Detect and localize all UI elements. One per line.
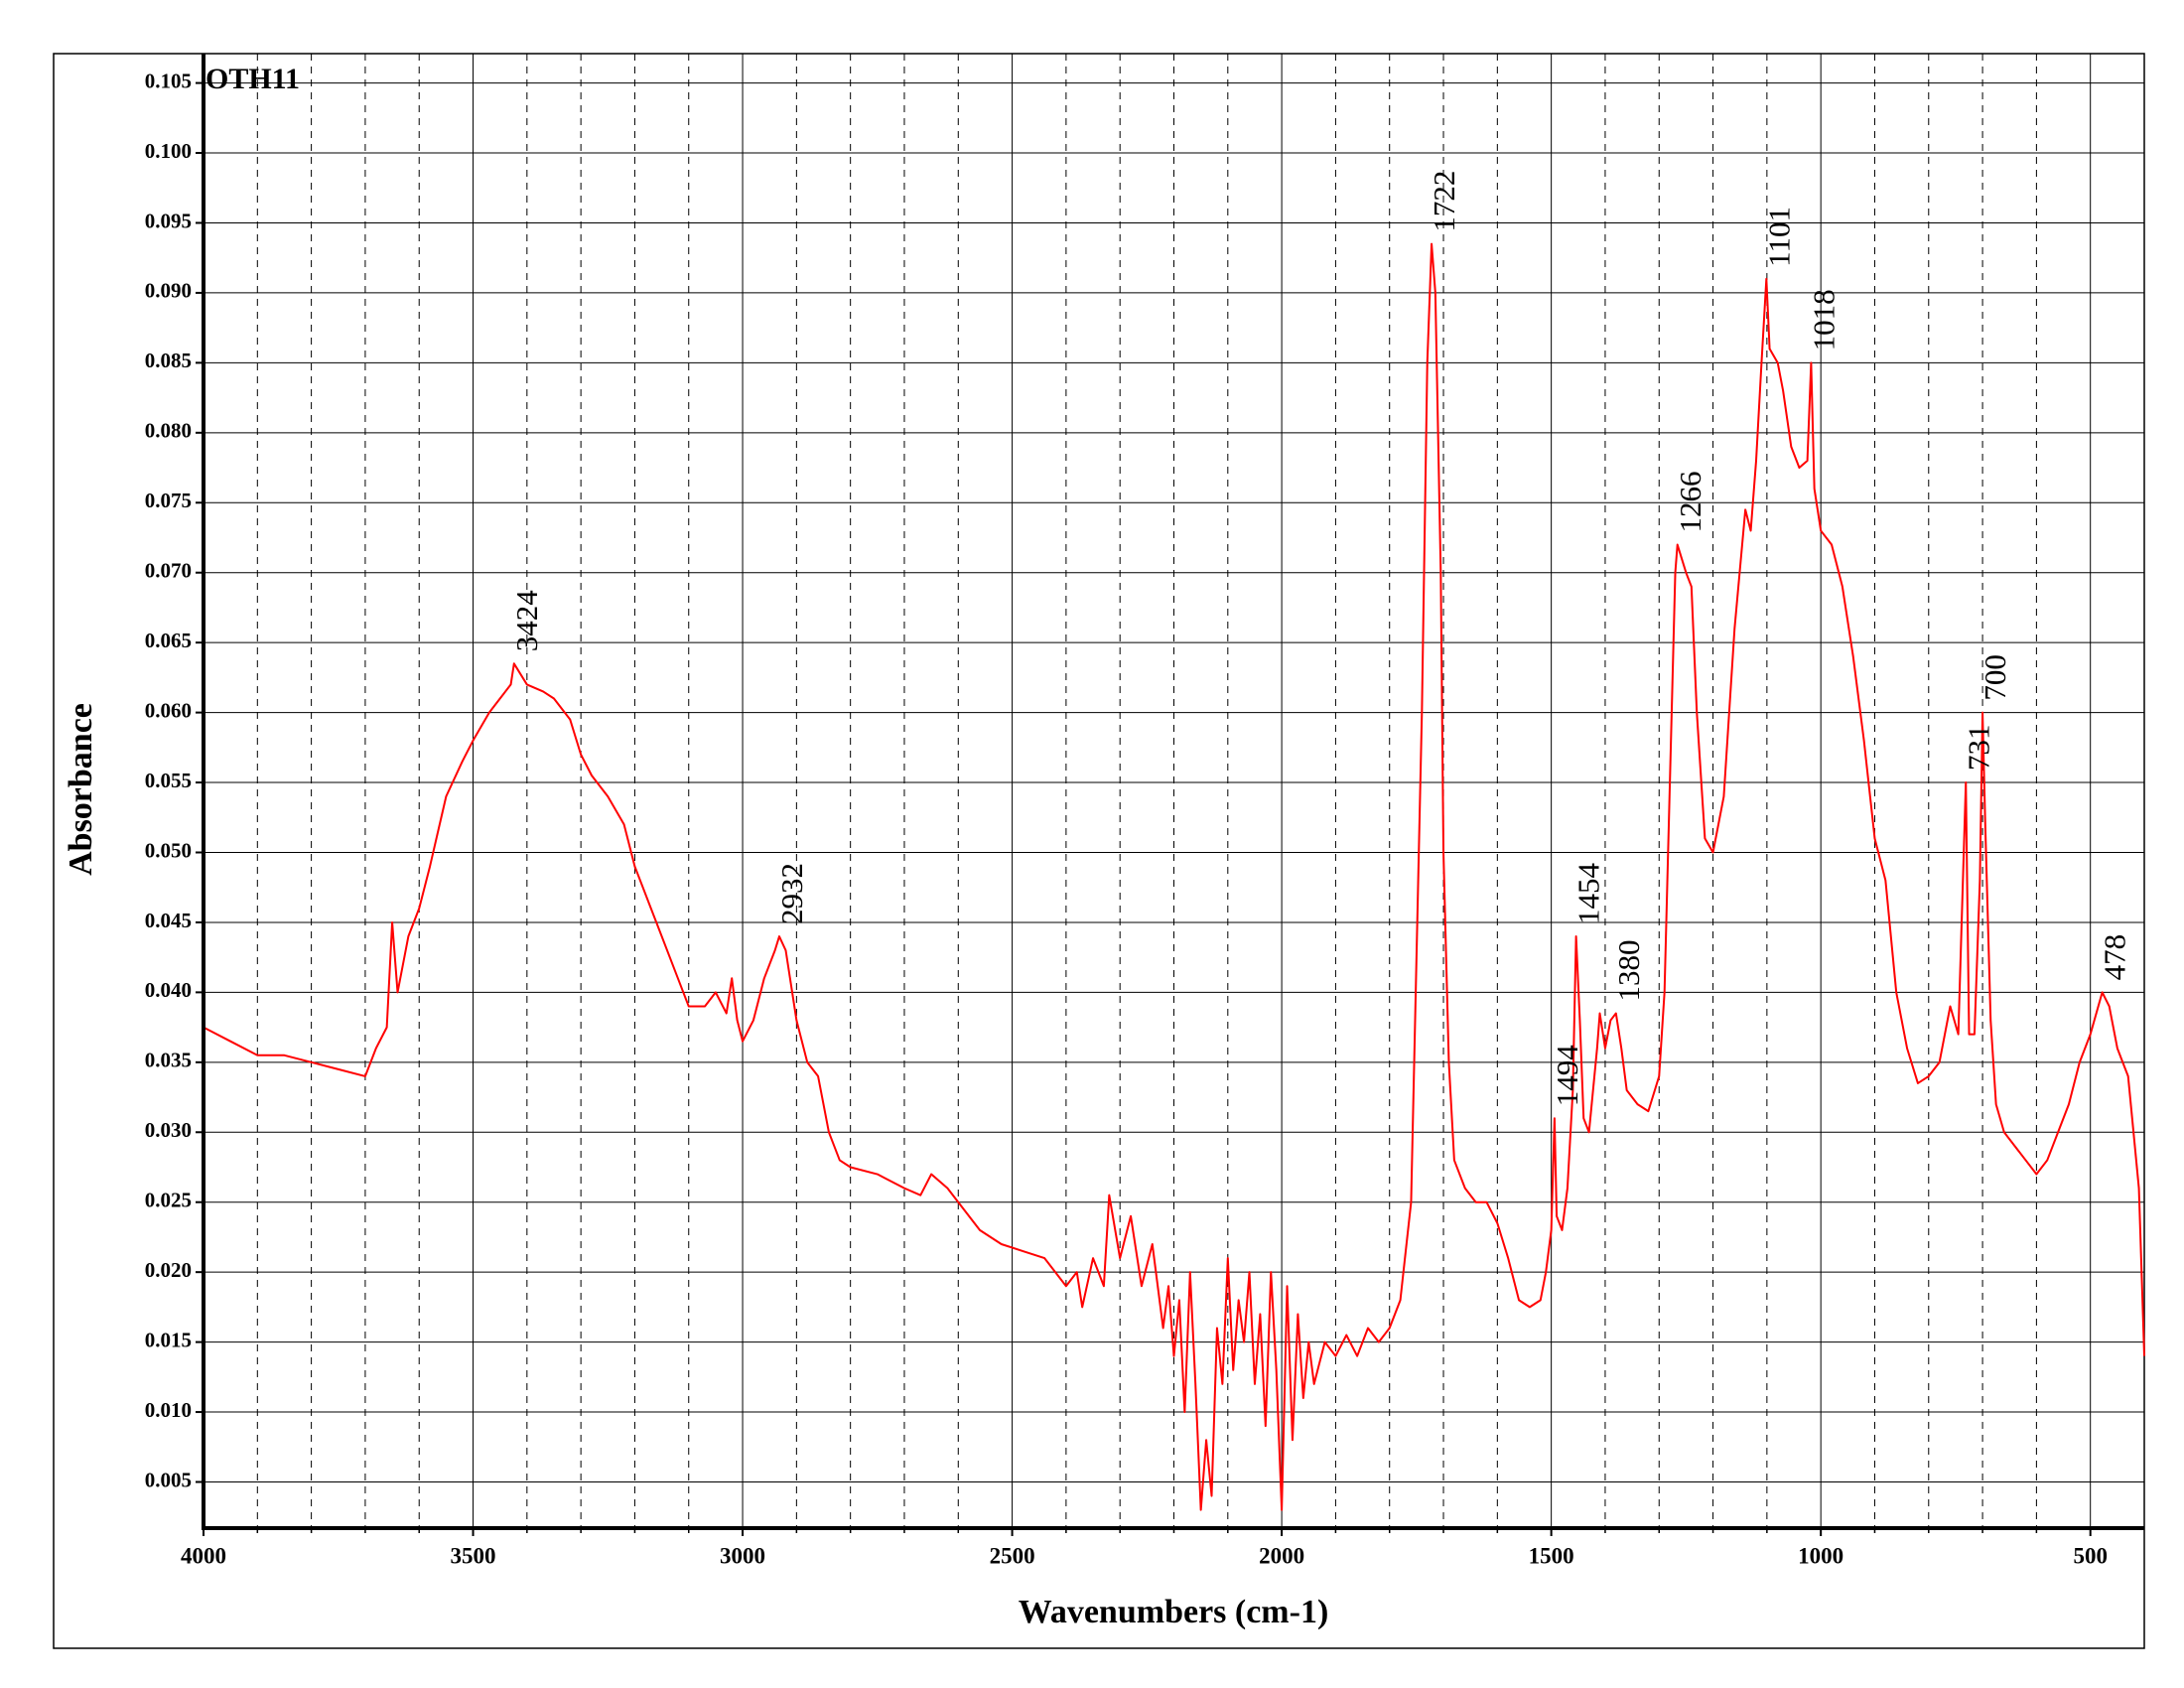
y-tick-label: 0.005 [145, 1468, 192, 1491]
y-tick-label: 0.030 [145, 1118, 192, 1142]
x-tick-label: 2000 [1259, 1543, 1304, 1568]
peak-label: 1722 [1427, 171, 1461, 232]
peak-label: 1494 [1550, 1045, 1584, 1107]
y-tick-label: 0.060 [145, 698, 192, 722]
peak-label: 1018 [1807, 289, 1842, 351]
y-tick-label: 0.045 [145, 909, 192, 932]
peak-label: 1454 [1571, 863, 1606, 925]
y-tick-label: 0.075 [145, 489, 192, 512]
y-tick-label: 0.080 [145, 419, 192, 443]
peak-label: 478 [2098, 934, 2132, 981]
frame [53, 53, 2145, 1649]
x-tick-label: 4000 [181, 1543, 226, 1568]
y-tick-label: 0.015 [145, 1328, 192, 1351]
y-tick-label: 0.105 [145, 69, 192, 92]
peak-label: 3424 [509, 590, 544, 652]
x-tick-label: 3500 [451, 1543, 496, 1568]
spectrum-line [203, 242, 2145, 1511]
peak-label: 700 [1978, 654, 2012, 701]
peak-label: 1101 [1761, 207, 1796, 267]
y-tick-label: 0.020 [145, 1258, 192, 1282]
x-tick-label: 1000 [1798, 1543, 1843, 1568]
x-tick-label: 500 [2073, 1543, 2108, 1568]
peak-label: 731 [1961, 725, 1995, 772]
x-tick-label: 1500 [1529, 1543, 1574, 1568]
peak-label: 2932 [774, 863, 809, 924]
y-axis-title: Absorbance [63, 703, 99, 876]
peak-label: 1380 [1611, 940, 1646, 1002]
y-tick-label: 0.040 [145, 978, 192, 1002]
x-tick-label: 3000 [720, 1543, 765, 1568]
peak-label: 1266 [1673, 472, 1707, 533]
y-tick-label: 0.065 [145, 629, 192, 652]
y-tick-label: 0.085 [145, 349, 192, 372]
x-tick-label: 2500 [990, 1543, 1035, 1568]
y-tick-label: 0.055 [145, 769, 192, 792]
y-tick-label: 0.095 [145, 209, 192, 232]
x-axis-title: Wavenumbers (cm-1) [1019, 1594, 1329, 1630]
series-name: OTH11 [205, 63, 300, 95]
y-tick-label: 0.070 [145, 559, 192, 583]
y-tick-label: 0.100 [145, 139, 192, 163]
plot-area [203, 242, 2145, 1511]
y-tick-label: 0.025 [145, 1189, 192, 1212]
y-tick-label: 0.090 [145, 279, 192, 303]
y-tick-label: 0.010 [145, 1398, 192, 1422]
grid [203, 54, 2144, 1528]
y-tick-label: 0.050 [145, 838, 192, 862]
y-tick-label: 0.035 [145, 1049, 192, 1072]
